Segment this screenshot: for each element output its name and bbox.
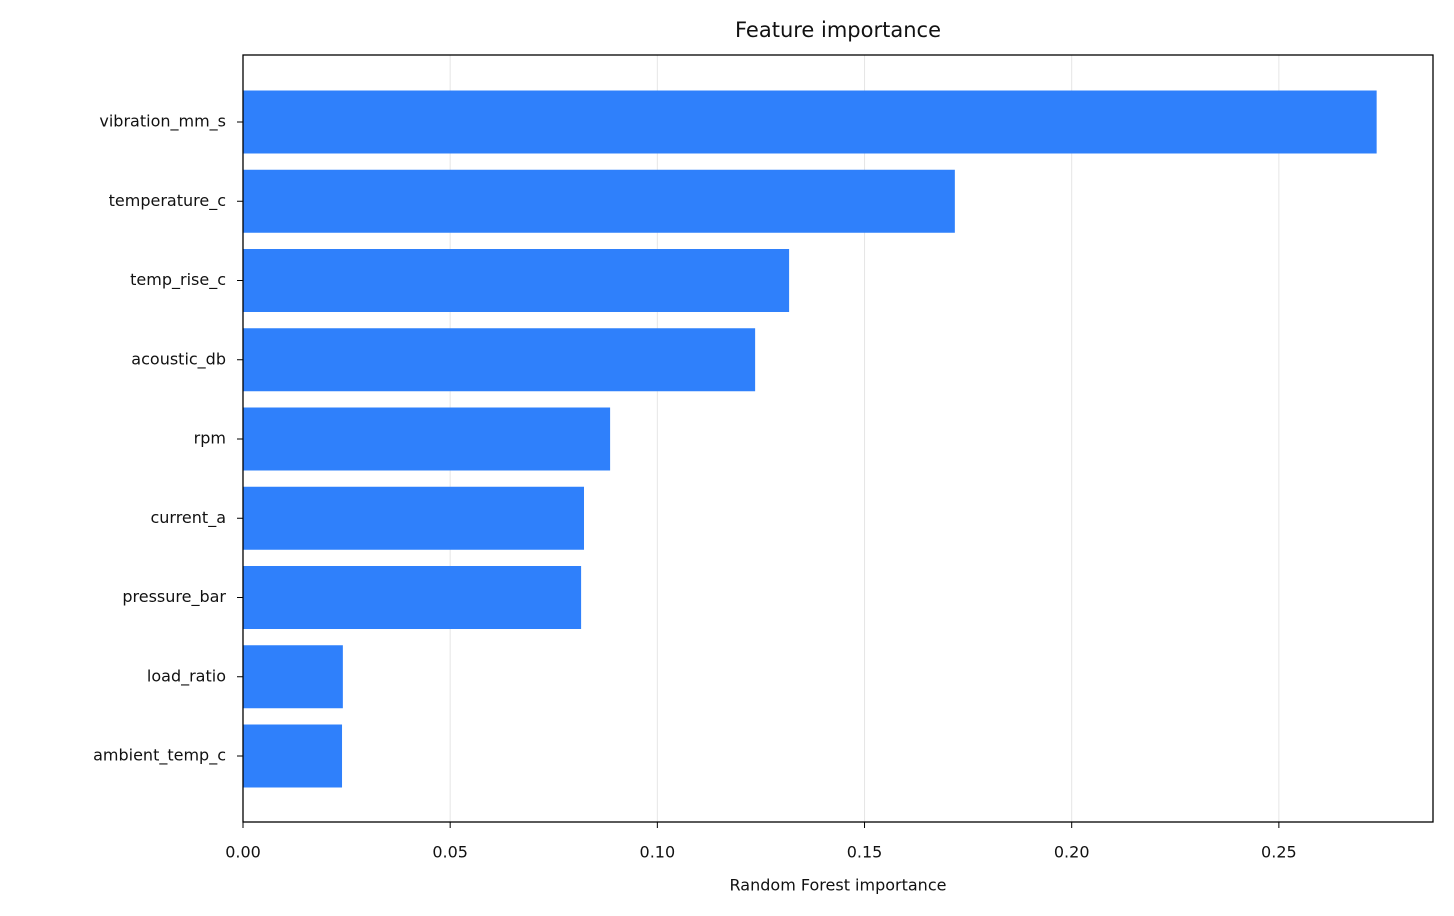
bar xyxy=(243,249,790,312)
x-tick-label: 0.15 xyxy=(847,843,883,862)
bar xyxy=(243,169,955,233)
x-tick-label: 0.25 xyxy=(1261,843,1297,862)
y-tick-label: temperature_c xyxy=(109,191,226,211)
bar xyxy=(243,486,585,550)
x-tick-label: 0.05 xyxy=(432,843,468,862)
bar xyxy=(243,90,1377,154)
chart-title: Feature importance xyxy=(735,18,941,42)
bar xyxy=(243,407,611,471)
y-tick-label: load_ratio xyxy=(147,666,226,686)
x-axis-label: Random Forest importance xyxy=(730,876,947,895)
y-tick-label: rpm xyxy=(194,429,226,448)
bar xyxy=(243,724,343,788)
x-tick-label: 0.10 xyxy=(640,843,676,862)
y-tick-label: temp_rise_c xyxy=(130,270,226,290)
y-tick-label: acoustic_db xyxy=(131,349,226,369)
y-tick-label: pressure_bar xyxy=(122,587,226,607)
y-tick-label: ambient_temp_c xyxy=(93,746,226,766)
x-tick-label: 0.20 xyxy=(1054,843,1090,862)
bar xyxy=(243,328,756,392)
y-tick-label: current_a xyxy=(150,508,226,528)
x-tick-label: 0.00 xyxy=(225,843,261,862)
y-tick-label: vibration_mm_s xyxy=(99,112,226,132)
bar xyxy=(243,566,582,629)
bar xyxy=(243,645,343,709)
plot-frame xyxy=(242,54,1434,823)
